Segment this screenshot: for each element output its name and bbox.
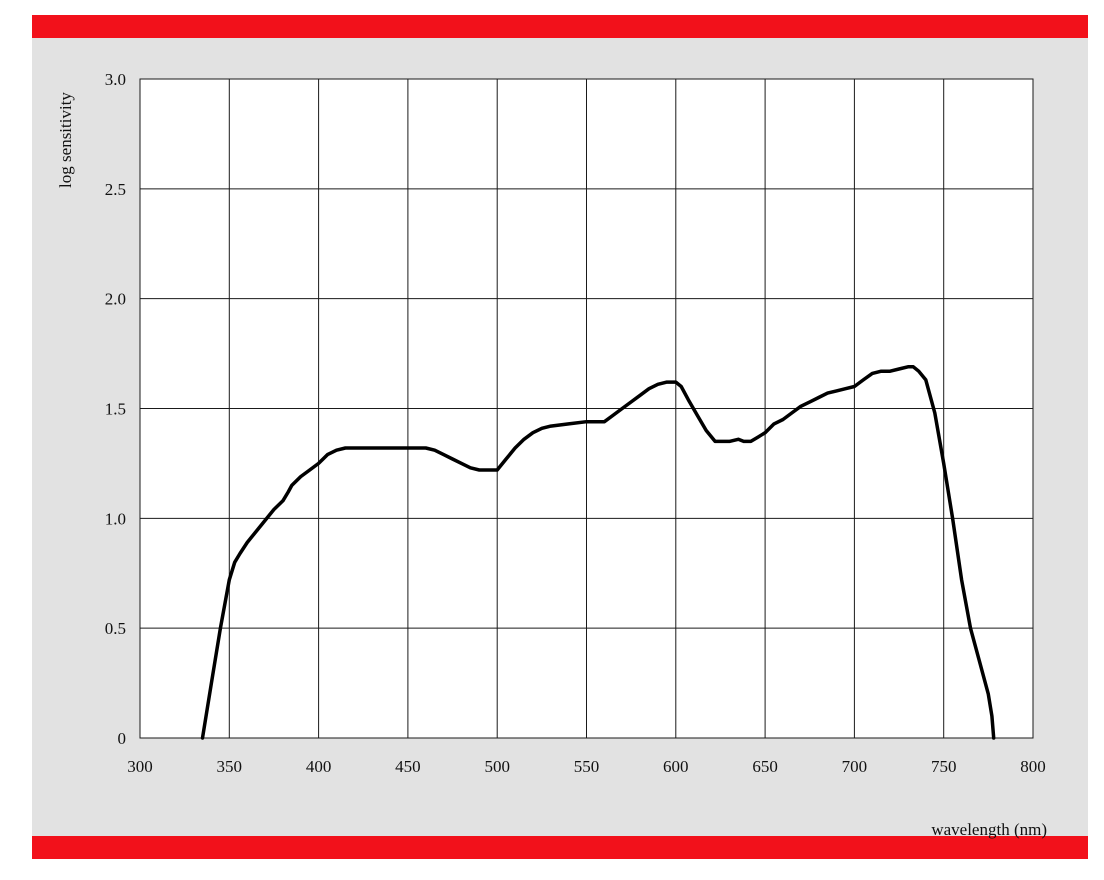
y-tick-label: 1.0 — [105, 509, 126, 528]
x-tick-label: 550 — [574, 757, 600, 776]
y-tick-label: 2.5 — [105, 180, 126, 199]
x-axis-title: wavelength (nm) — [931, 820, 1047, 839]
x-tick-label: 350 — [217, 757, 243, 776]
x-tick-label: 700 — [842, 757, 868, 776]
x-tick-label: 300 — [127, 757, 153, 776]
y-axis-title: log sensitivity — [56, 92, 75, 188]
x-tick-label: 750 — [931, 757, 957, 776]
x-tick-label: 500 — [484, 757, 510, 776]
y-tick-label: 1.5 — [105, 400, 126, 419]
y-tick-label: 0.5 — [105, 619, 126, 638]
x-tick-label: 650 — [752, 757, 778, 776]
y-axis-ticks: 0 0.5 1.0 1.5 2.0 2.5 3.0 — [105, 70, 126, 748]
x-tick-label: 400 — [306, 757, 332, 776]
x-tick-label: 800 — [1020, 757, 1046, 776]
y-tick-label: 2.0 — [105, 290, 126, 309]
x-axis-ticks: 300 350 400 450 500 550 600 650 700 750 800 — [127, 757, 1046, 776]
x-tick-label: 600 — [663, 757, 689, 776]
y-tick-label: 0 — [118, 729, 127, 748]
x-tick-label: 450 — [395, 757, 421, 776]
y-tick-label: 3.0 — [105, 70, 126, 89]
